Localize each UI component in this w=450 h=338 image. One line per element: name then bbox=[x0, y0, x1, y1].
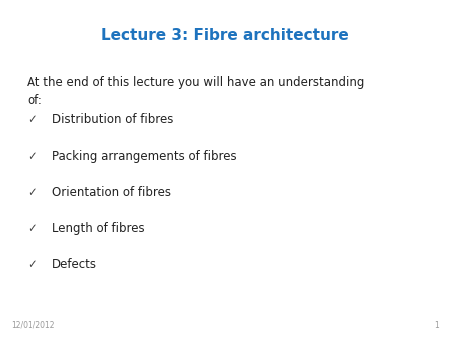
Text: Distribution of fibres: Distribution of fibres bbox=[52, 114, 173, 126]
Text: ✓: ✓ bbox=[27, 186, 37, 199]
Text: ✓: ✓ bbox=[27, 258, 37, 271]
Text: Defects: Defects bbox=[52, 258, 97, 271]
Text: ✓: ✓ bbox=[27, 222, 37, 235]
Text: Lecture 3: Fibre architecture: Lecture 3: Fibre architecture bbox=[101, 28, 349, 43]
Text: Packing arrangements of fibres: Packing arrangements of fibres bbox=[52, 150, 236, 163]
Text: ✓: ✓ bbox=[27, 150, 37, 163]
Text: 12/01/2012: 12/01/2012 bbox=[11, 320, 55, 330]
Text: 1: 1 bbox=[434, 320, 439, 330]
Text: At the end of this lecture you will have an understanding
of:: At the end of this lecture you will have… bbox=[27, 76, 364, 107]
Text: ✓: ✓ bbox=[27, 114, 37, 126]
Text: Orientation of fibres: Orientation of fibres bbox=[52, 186, 171, 199]
Text: Length of fibres: Length of fibres bbox=[52, 222, 144, 235]
